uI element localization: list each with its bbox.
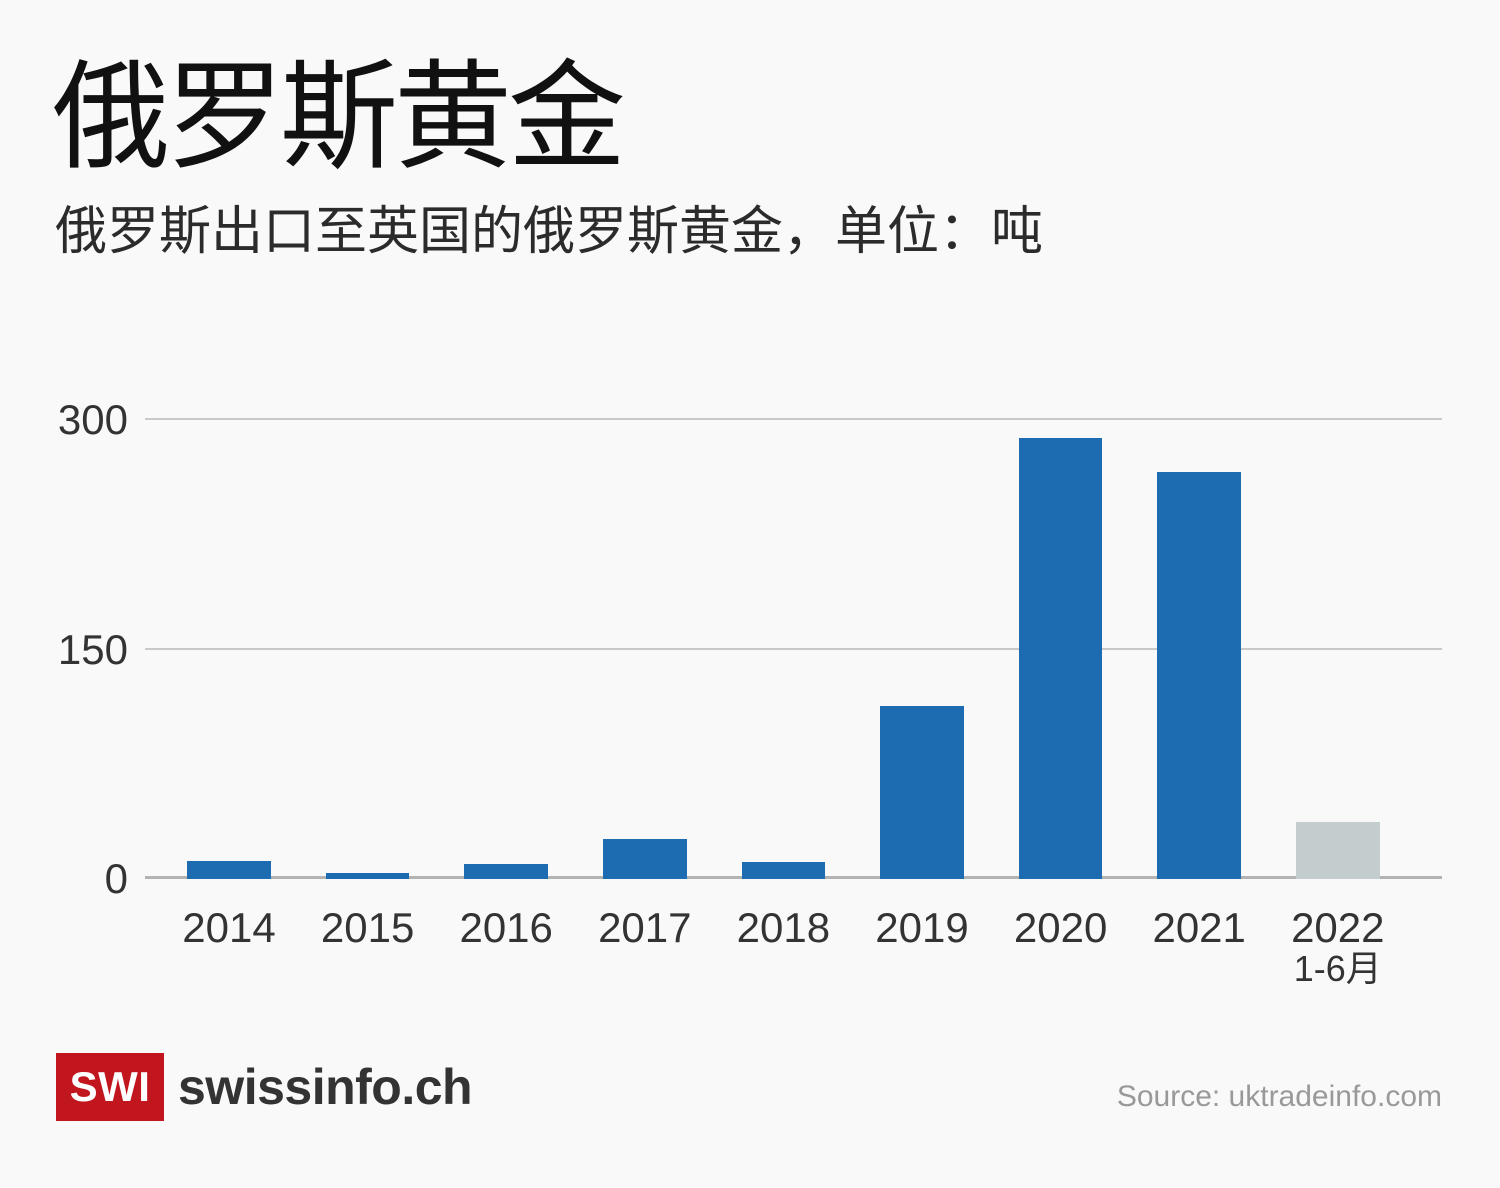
x-axis-label-2019: 2019 <box>875 904 969 951</box>
gridline-150 <box>145 647 1442 650</box>
y-axis-tick-0: 0 <box>104 855 128 902</box>
swi-logo-box: SWI <box>56 1053 164 1121</box>
swissinfo-logo-text: swissinfo.ch <box>178 1059 473 1115</box>
x-axis-sublabel-2022: 1-6月 <box>1293 948 1382 989</box>
bar-2021 <box>1157 472 1241 879</box>
y-axis-tick-300: 300 <box>57 396 128 443</box>
source-credit: Source: uktradeinfo.com <box>1116 1080 1442 1113</box>
bar-2019 <box>880 706 964 879</box>
x-axis-label-2022: 2022 1-6月 <box>1268 906 1408 988</box>
page-subtitle: 俄罗斯出口至英国的俄罗斯黄金，单位：吨 <box>55 203 1044 261</box>
bar-2016 <box>464 863 548 879</box>
bar-chart: 0 150 300 2014 2015 2016 2017 2018 2019 2020 2021 2… <box>58 398 1442 988</box>
x-axis-label-2018: 2018 <box>736 904 831 951</box>
page-title: 俄罗斯黄金 <box>52 52 626 184</box>
bar-2015 <box>325 872 410 879</box>
x-axis-label-2015: 2015 <box>320 904 415 951</box>
x-axis-label-2020: 2020 <box>1013 904 1108 951</box>
x-axis-label-2016: 2016 <box>459 904 553 951</box>
x-axis-label-2021: 2021 <box>1152 904 1246 951</box>
bar-2018 <box>741 862 826 879</box>
x-axis-label-2014: 2014 <box>182 904 276 951</box>
bar-2014 <box>187 860 271 879</box>
bar-2017 <box>603 839 687 879</box>
brand-logo: SWI swissinfo.ch <box>56 1053 473 1121</box>
y-axis-tick-150: 150 <box>57 625 128 673</box>
bar-2022 <box>1296 822 1380 879</box>
gridline-300 <box>145 418 1442 420</box>
bar-2020 <box>1018 438 1103 879</box>
x-axis-label-2017: 2017 <box>598 904 692 951</box>
